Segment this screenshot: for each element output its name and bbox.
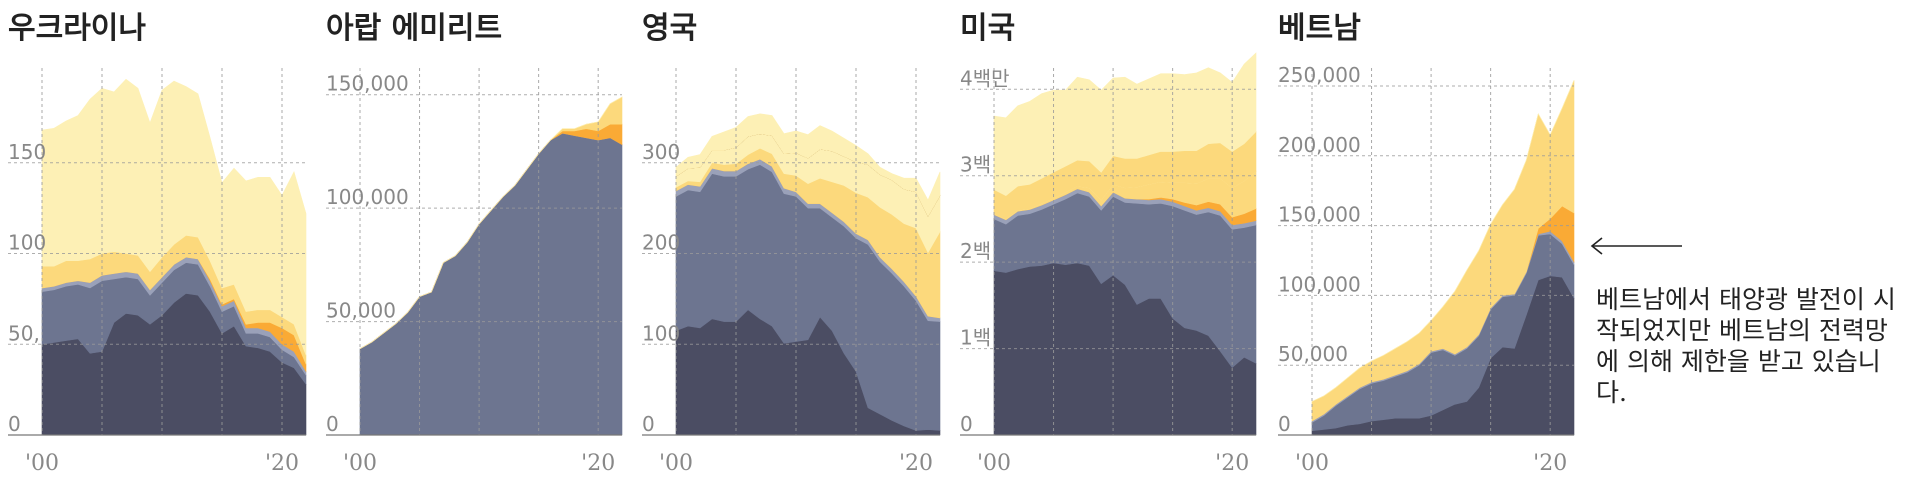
chart-panel-4: 미국 0 1백 2백 3백 4백만 '00 '20 xyxy=(960,11,1257,476)
chart-panel-3: 영국 0 100 200 300 '00 '20 xyxy=(642,11,941,476)
y-tick-label: 50,000 xyxy=(1278,342,1348,366)
x-tick-label: '00 xyxy=(25,451,59,476)
y-tick-label: 100,000 xyxy=(326,185,409,209)
chart-title: 영국 xyxy=(642,11,697,46)
x-tick-label: '00 xyxy=(977,451,1011,476)
chart-panel-2: 아랍 에미리트 0 50,000 100,000 150,000 '00 '20 xyxy=(326,11,623,476)
x-tick-label: '00 xyxy=(343,451,377,476)
x-tick-label: '20 xyxy=(1215,451,1249,476)
x-tick-label: '00 xyxy=(659,451,693,476)
y-tick-label: 0 xyxy=(960,412,973,436)
area-other xyxy=(359,96,623,350)
area-otherTop xyxy=(675,113,941,217)
x-tick-label: '00 xyxy=(1295,451,1329,476)
chart-panel-5: 베트남 0 50,000 100,000 150,000 200,000 250,000 '0… xyxy=(1278,11,1575,476)
chart-title: 우크라이나 xyxy=(8,11,146,46)
y-tick-label: 150,000 xyxy=(1278,203,1361,227)
x-tick-label: '20 xyxy=(899,451,933,476)
y-tick-label: 3백 xyxy=(960,153,991,177)
y-tick-label: 4백만 xyxy=(960,66,1010,90)
y-tick-label: 2백 xyxy=(960,239,991,263)
x-tick-label: '20 xyxy=(1533,451,1567,476)
area-other xyxy=(41,78,307,356)
y-tick-label: 50, xyxy=(8,321,40,345)
y-tick-label: 0 xyxy=(8,412,21,436)
left-arrow-icon xyxy=(1590,234,1682,258)
chart-title: 베트남 xyxy=(1278,11,1361,46)
x-tick-label: '20 xyxy=(265,451,299,476)
y-tick-label: 200,000 xyxy=(1278,133,1361,157)
chart-panel-1: 우크라이나 0 50, 100 150 '00 '20 xyxy=(8,11,307,476)
y-tick-label: 0 xyxy=(642,412,655,436)
y-tick-label: 250,000 xyxy=(1278,63,1361,87)
y-tick-label: 1백 xyxy=(960,326,991,350)
y-tick-label: 150,000 xyxy=(326,72,409,96)
area-otherTop xyxy=(993,52,1257,196)
area-gas xyxy=(359,132,623,436)
annotation-note: 베트남에서 태양광 발전이 시작되었지만 베트남의 전력망에 의해 제한을 받고… xyxy=(1596,285,1896,407)
y-tick-label: 300 xyxy=(642,140,680,164)
y-tick-label: 200 xyxy=(642,231,680,255)
y-tick-label: 0 xyxy=(1278,412,1291,436)
y-tick-label: 50,000 xyxy=(326,299,396,323)
chart-title: 아랍 에미리트 xyxy=(326,11,502,46)
chart-title: 미국 xyxy=(960,11,1015,46)
y-tick-label: 100 xyxy=(8,231,46,255)
y-tick-label: 100 xyxy=(642,321,680,345)
x-tick-label: '20 xyxy=(581,451,615,476)
y-tick-label: 0 xyxy=(326,412,339,436)
y-tick-label: 150 xyxy=(8,140,46,164)
y-tick-label: 100,000 xyxy=(1278,272,1361,296)
